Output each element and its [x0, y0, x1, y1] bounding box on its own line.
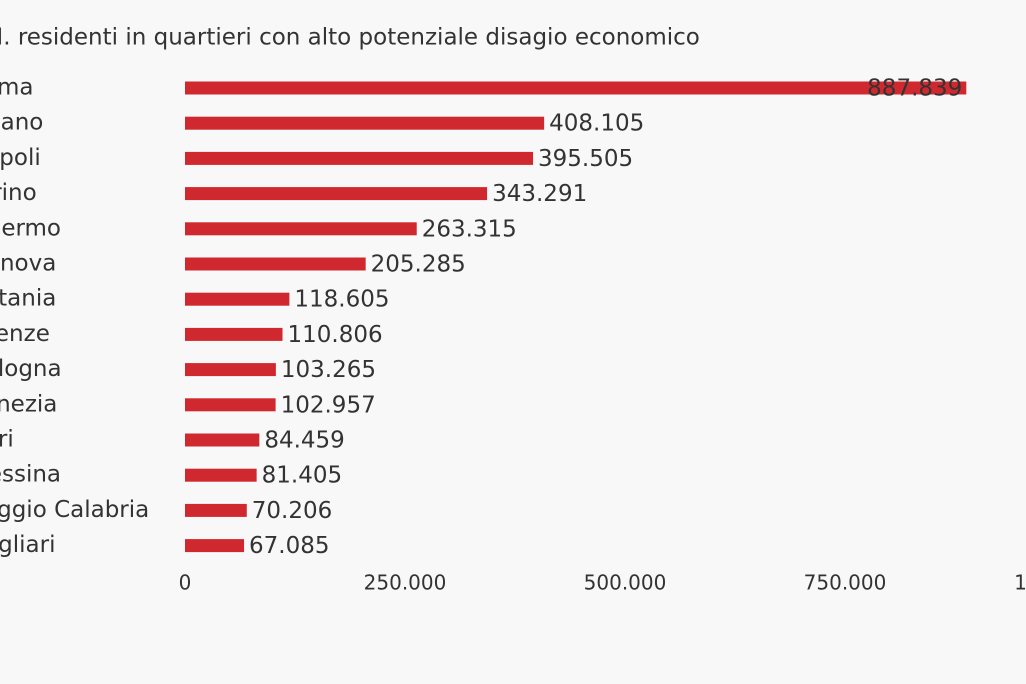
y-tick-label: Torino [0, 180, 37, 206]
bar [185, 503, 247, 517]
value-label: 110.806 [288, 322, 383, 348]
y-tick-label: Milano [0, 110, 43, 136]
y-tick-label: Firenze [0, 321, 50, 347]
value-label: 118.605 [294, 287, 389, 313]
x-tick-label: 750.000 [804, 571, 887, 595]
bar [185, 81, 967, 95]
y-tick-label: Reggio Calabria [0, 497, 149, 523]
x-tick-label: 250.000 [364, 571, 447, 595]
y-tick-label: Bari [0, 427, 14, 453]
value-label: 70.206 [252, 498, 332, 524]
y-tick-label: Cagliari [0, 532, 55, 558]
chart-title: N. residenti in quartieri con alto poten… [0, 25, 700, 51]
bar [185, 187, 488, 201]
bar [185, 363, 276, 377]
value-label: 887.839 [867, 76, 962, 102]
y-tick-label: Messina [0, 462, 61, 488]
value-label: 395.505 [538, 146, 633, 172]
value-label: 343.291 [492, 181, 587, 207]
bar [185, 539, 245, 553]
y-tick-label: Bologna [0, 356, 62, 382]
bar [185, 292, 290, 306]
bar [185, 116, 545, 130]
value-label: 408.105 [549, 111, 644, 137]
y-tick-label: Genova [0, 251, 56, 277]
value-label: 67.085 [249, 533, 329, 559]
value-label: 205.285 [371, 252, 466, 278]
value-label: 103.265 [281, 357, 376, 383]
y-tick-label: Roma [0, 75, 34, 101]
y-tick-label: Venezia [0, 391, 57, 417]
bar [185, 468, 257, 482]
x-tick-label: 1.000.000 [1014, 571, 1026, 595]
bar [185, 327, 283, 341]
bar [185, 257, 366, 271]
value-label: 263.315 [422, 216, 517, 242]
bar [185, 398, 276, 412]
bar [185, 222, 417, 236]
value-label: 81.405 [262, 463, 342, 489]
value-label: 84.459 [264, 428, 344, 454]
bar [185, 151, 534, 165]
x-tick-label: 500.000 [584, 571, 667, 595]
bar [185, 433, 260, 447]
x-tick-label: 0 [179, 571, 192, 595]
value-label: 102.957 [281, 392, 376, 418]
y-tick-label: Palermo [0, 215, 61, 241]
y-tick-label: Napoli [0, 145, 41, 171]
y-tick-label: Catania [0, 286, 56, 312]
